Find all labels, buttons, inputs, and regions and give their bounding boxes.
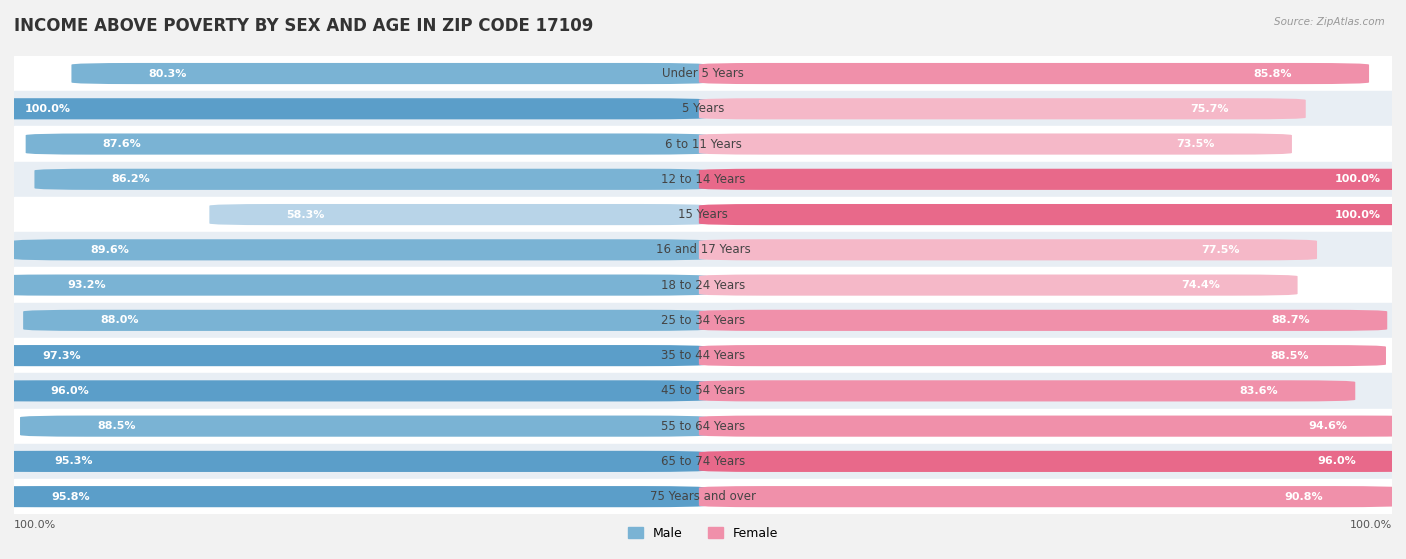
FancyBboxPatch shape: [0, 345, 707, 366]
FancyBboxPatch shape: [0, 486, 707, 507]
Text: 100.0%: 100.0%: [1334, 174, 1381, 184]
Text: 95.3%: 95.3%: [55, 456, 93, 466]
FancyBboxPatch shape: [699, 134, 1292, 155]
FancyBboxPatch shape: [699, 204, 1406, 225]
Bar: [14, 162, 1392, 197]
Text: 96.0%: 96.0%: [51, 386, 89, 396]
Text: 75.7%: 75.7%: [1189, 104, 1229, 114]
FancyBboxPatch shape: [699, 274, 1298, 296]
Text: 88.5%: 88.5%: [1270, 350, 1309, 361]
Bar: [14, 197, 1392, 232]
Text: 45 to 54 Years: 45 to 54 Years: [661, 385, 745, 397]
Text: 16 and 17 Years: 16 and 17 Years: [655, 243, 751, 257]
Text: 88.0%: 88.0%: [100, 315, 139, 325]
FancyBboxPatch shape: [699, 239, 1317, 260]
Text: 90.8%: 90.8%: [1285, 492, 1323, 501]
FancyBboxPatch shape: [0, 98, 707, 120]
Text: 89.6%: 89.6%: [90, 245, 129, 255]
Text: 74.4%: 74.4%: [1181, 280, 1220, 290]
Text: 88.5%: 88.5%: [97, 421, 136, 431]
FancyBboxPatch shape: [72, 63, 707, 84]
FancyBboxPatch shape: [34, 169, 707, 190]
Text: 83.6%: 83.6%: [1240, 386, 1278, 396]
Text: INCOME ABOVE POVERTY BY SEX AND AGE IN ZIP CODE 17109: INCOME ABOVE POVERTY BY SEX AND AGE IN Z…: [14, 17, 593, 35]
FancyBboxPatch shape: [0, 451, 707, 472]
FancyBboxPatch shape: [699, 451, 1406, 472]
Bar: [14, 338, 1392, 373]
Text: 75 Years and over: 75 Years and over: [650, 490, 756, 503]
Text: 77.5%: 77.5%: [1201, 245, 1240, 255]
FancyBboxPatch shape: [22, 310, 707, 331]
FancyBboxPatch shape: [699, 345, 1386, 366]
Bar: [14, 479, 1392, 514]
FancyBboxPatch shape: [699, 63, 1369, 84]
Text: 58.3%: 58.3%: [287, 210, 325, 220]
FancyBboxPatch shape: [699, 380, 1355, 401]
Text: 12 to 14 Years: 12 to 14 Years: [661, 173, 745, 186]
Bar: [14, 303, 1392, 338]
Text: 6 to 11 Years: 6 to 11 Years: [665, 138, 741, 150]
FancyBboxPatch shape: [0, 380, 707, 401]
Text: Source: ZipAtlas.com: Source: ZipAtlas.com: [1274, 17, 1385, 27]
Text: 100.0%: 100.0%: [1334, 210, 1381, 220]
Text: 35 to 44 Years: 35 to 44 Years: [661, 349, 745, 362]
FancyBboxPatch shape: [25, 134, 707, 155]
Bar: [14, 56, 1392, 91]
Text: 93.2%: 93.2%: [67, 280, 107, 290]
Bar: [14, 267, 1392, 303]
Text: 95.8%: 95.8%: [52, 492, 90, 501]
FancyBboxPatch shape: [699, 310, 1388, 331]
FancyBboxPatch shape: [20, 415, 707, 437]
Text: 25 to 34 Years: 25 to 34 Years: [661, 314, 745, 327]
Bar: [14, 126, 1392, 162]
Text: 85.8%: 85.8%: [1253, 69, 1292, 78]
Text: 86.2%: 86.2%: [111, 174, 150, 184]
Text: Under 5 Years: Under 5 Years: [662, 67, 744, 80]
Text: 5 Years: 5 Years: [682, 102, 724, 115]
Text: 55 to 64 Years: 55 to 64 Years: [661, 420, 745, 433]
FancyBboxPatch shape: [699, 486, 1400, 507]
Text: 100.0%: 100.0%: [14, 519, 56, 529]
FancyBboxPatch shape: [209, 204, 707, 225]
Text: 18 to 24 Years: 18 to 24 Years: [661, 278, 745, 292]
FancyBboxPatch shape: [0, 274, 707, 296]
Text: 80.3%: 80.3%: [149, 69, 187, 78]
Text: 88.7%: 88.7%: [1271, 315, 1310, 325]
FancyBboxPatch shape: [699, 415, 1406, 437]
Bar: [14, 444, 1392, 479]
Text: 96.0%: 96.0%: [1317, 456, 1355, 466]
FancyBboxPatch shape: [13, 239, 707, 260]
Legend: Male, Female: Male, Female: [623, 522, 783, 544]
FancyBboxPatch shape: [699, 169, 1406, 190]
Text: 73.5%: 73.5%: [1177, 139, 1215, 149]
Text: 100.0%: 100.0%: [25, 104, 72, 114]
FancyBboxPatch shape: [699, 98, 1306, 120]
Bar: [14, 373, 1392, 409]
Bar: [14, 409, 1392, 444]
Text: 87.6%: 87.6%: [103, 139, 142, 149]
Text: 94.6%: 94.6%: [1308, 421, 1347, 431]
Text: 100.0%: 100.0%: [1350, 519, 1392, 529]
Bar: [14, 232, 1392, 267]
Text: 97.3%: 97.3%: [42, 350, 80, 361]
Text: 65 to 74 Years: 65 to 74 Years: [661, 455, 745, 468]
Bar: [14, 91, 1392, 126]
Text: 15 Years: 15 Years: [678, 208, 728, 221]
